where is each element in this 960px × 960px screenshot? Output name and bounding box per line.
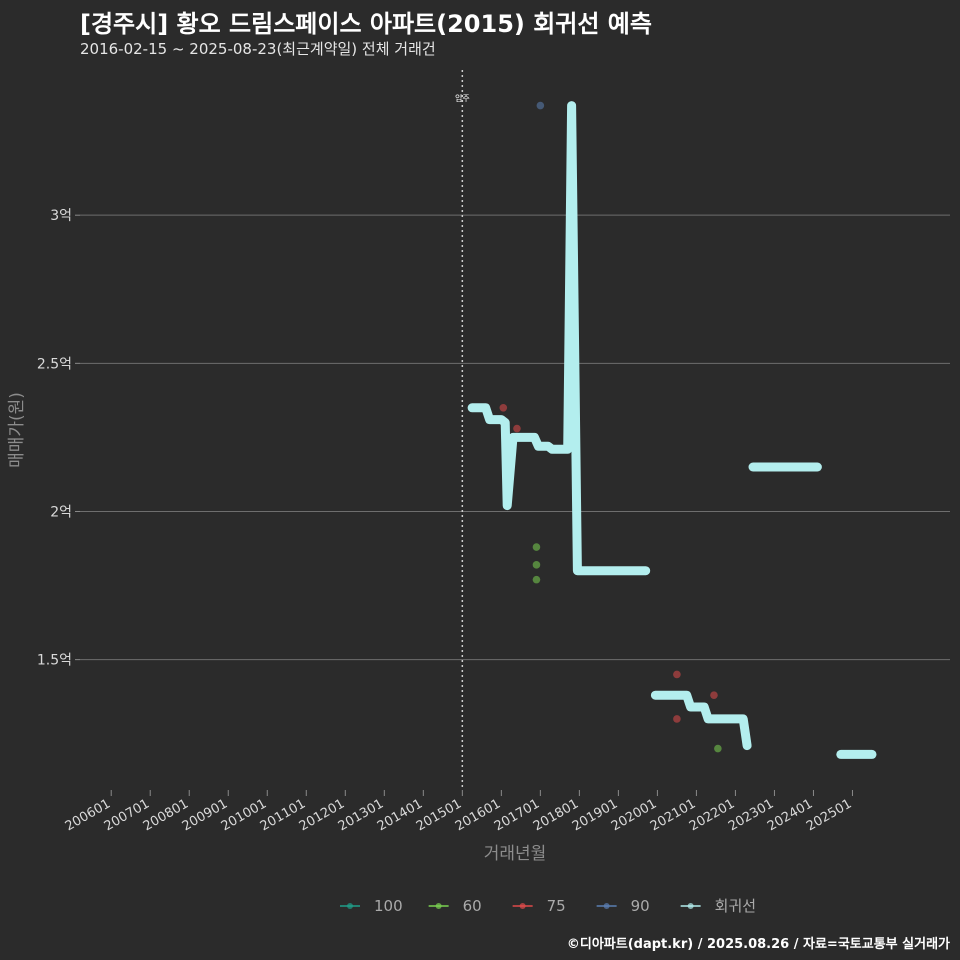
y-tick-label: 2억 bbox=[50, 504, 72, 520]
regression-line bbox=[467, 101, 877, 759]
legend-key-dot bbox=[687, 903, 694, 909]
source-caption: ©디아파트(dapt.kr) / 2025.08.26 / 자료=국토교통부 실… bbox=[566, 937, 950, 952]
point-75 bbox=[673, 670, 681, 679]
legend-key-dot bbox=[347, 903, 353, 909]
legend-label: 회귀선 bbox=[715, 897, 756, 915]
legend-label: 75 bbox=[547, 897, 566, 915]
legend-key-dot bbox=[603, 903, 610, 909]
x-axis-ticks: 2006012007012008012009012010012011012012… bbox=[63, 790, 854, 834]
chart-subtitle: 2016-02-15 ~ 2025-08-23(최근계약일) 전체 거래건 bbox=[80, 40, 436, 58]
point-60 bbox=[532, 575, 541, 584]
legend-label: 60 bbox=[463, 897, 482, 915]
legend: 100 60 75 90 회귀선 bbox=[340, 897, 756, 915]
point-90 bbox=[536, 101, 545, 110]
move-in-label: 입주 bbox=[455, 94, 470, 103]
legend-key-dot bbox=[435, 903, 442, 909]
point-75 bbox=[673, 715, 681, 723]
point-60 bbox=[532, 561, 541, 569]
grid-lines bbox=[75, 214, 950, 661]
point-60 bbox=[714, 744, 722, 753]
legend-key-dot bbox=[519, 903, 526, 909]
point-60 bbox=[532, 543, 541, 551]
regression-segment bbox=[467, 101, 651, 576]
y-tick-label: 1.5억 bbox=[37, 653, 72, 669]
point-75 bbox=[499, 403, 508, 412]
scatter-points bbox=[499, 101, 722, 753]
x-axis-label: 거래년월 bbox=[484, 844, 547, 864]
y-tick-label: 3억 bbox=[50, 208, 72, 224]
y-axis-ticks: 1.5억 2억 2.5억 3억 bbox=[37, 208, 72, 668]
x-tick-label: 202501 bbox=[804, 796, 854, 834]
move-in-marker: 입주 bbox=[455, 70, 470, 790]
y-tick-label: 2.5억 bbox=[37, 356, 72, 372]
y-axis-label: 매매가(원) bbox=[7, 392, 27, 468]
legend-label: 100 bbox=[374, 897, 403, 915]
legend-label: 90 bbox=[631, 897, 650, 915]
chart-title: [경주시] 황오 드림스페이스 아파트(2015) 회귀선 예측 bbox=[80, 10, 652, 38]
regression-segment bbox=[650, 690, 752, 751]
point-75 bbox=[513, 424, 521, 433]
point-75 bbox=[710, 691, 718, 699]
